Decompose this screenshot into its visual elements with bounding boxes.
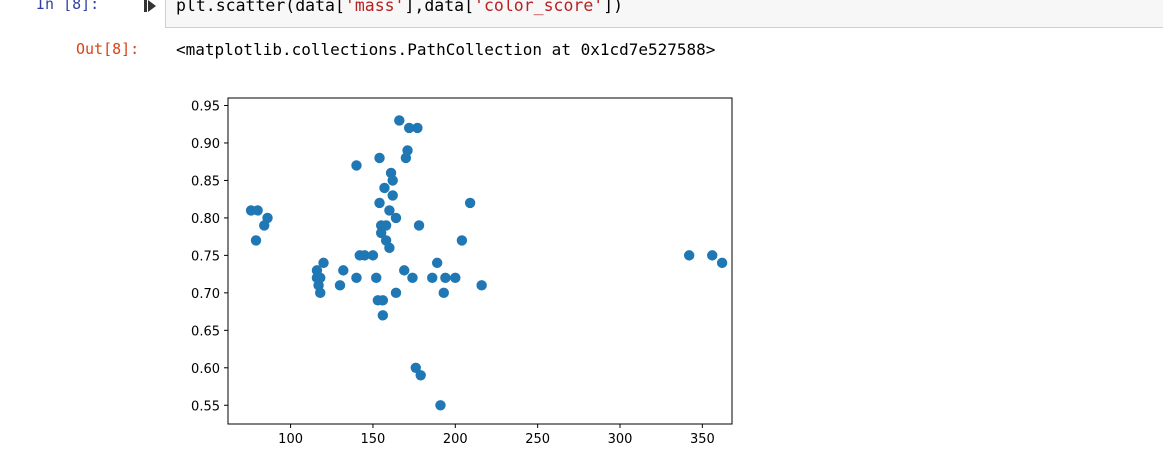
scatter-point: [410, 362, 421, 373]
scatter-point: [390, 212, 402, 224]
scatter-point: [415, 370, 426, 381]
scatter-point: [435, 400, 446, 411]
scatter-point: [377, 295, 389, 306]
scatter-point: [403, 122, 415, 134]
code-editor[interactable]: plt.scatter(data['mass'],data['color_sco…: [165, 0, 1163, 28]
scatter-point: [377, 310, 389, 321]
y-tick-label: 0.55: [191, 399, 220, 414]
scatter-point: [387, 175, 398, 186]
y-tick-label: 0.95: [191, 99, 220, 114]
output-text: <matplotlib.collections.PathCollection a…: [176, 40, 716, 59]
axes-frame: [227, 97, 733, 425]
scatter-point: [402, 145, 413, 156]
scatter-point: [707, 250, 718, 261]
scatter-point: [338, 265, 349, 276]
scatter-point: [384, 242, 395, 254]
scatter-point: [412, 122, 423, 134]
scatter-point: [379, 182, 390, 194]
scatter-point: [450, 272, 461, 284]
run-cell-icon[interactable]: [143, 0, 157, 14]
x-tick-label: 200: [443, 432, 468, 447]
scatter-point: [371, 272, 382, 284]
y-tick-label: 0.85: [191, 174, 220, 189]
y-tick-label: 0.70: [191, 287, 220, 302]
scatter-point: [252, 205, 263, 216]
input-prompt: In [8]:: [36, 0, 100, 13]
code-prefix: plt.scatter(data[: [176, 0, 345, 15]
scatter-point: [374, 197, 385, 209]
scatter-point: [431, 257, 443, 269]
scatter-point: [375, 227, 387, 239]
scatter-point: [394, 115, 405, 126]
scatter-point: [413, 220, 425, 231]
scatter-point: [384, 205, 395, 216]
scatter-point: [250, 235, 262, 246]
x-tick-label: 300: [608, 432, 633, 447]
scatter-point: [351, 272, 362, 284]
scatter-point: [440, 272, 451, 284]
y-tick-label: 0.80: [191, 212, 220, 227]
scatter-point: [351, 160, 362, 171]
x-tick-label: 350: [690, 432, 715, 447]
scatter-point: [390, 287, 402, 299]
scatter-point: [334, 280, 346, 291]
y-tick-label: 0.90: [191, 137, 220, 152]
code-line: plt.scatter(data['mass'],data['color_sco…: [176, 0, 623, 15]
scatter-point: [716, 257, 728, 269]
scatter-point: [683, 250, 695, 261]
scatter-point: [399, 265, 410, 276]
y-tick-label: 0.60: [191, 362, 220, 377]
scatter-point: [367, 250, 379, 261]
scatter-point: [262, 212, 273, 224]
x-tick-label: 150: [361, 432, 386, 447]
input-cell: In [8]: plt.scatter(data['mass'],data['c…: [0, 0, 1163, 30]
scatter-point: [476, 280, 487, 291]
y-tick-label: 0.65: [191, 324, 220, 339]
scatter-point: [407, 272, 418, 284]
x-tick-label: 250: [525, 432, 550, 447]
scatter-point: [387, 190, 398, 201]
scatter-point: [438, 287, 449, 299]
scatter-point: [315, 287, 326, 299]
code-mid: ],data[: [404, 0, 475, 15]
scatter-point: [380, 220, 392, 231]
y-tick-label: 0.75: [191, 249, 220, 264]
code-suffix: ]): [603, 0, 624, 15]
scatter-point: [464, 197, 476, 209]
scatter-point: [456, 235, 468, 246]
scatter-point: [427, 272, 438, 284]
scatter-point: [315, 272, 326, 284]
code-string-mass: 'mass': [344, 0, 405, 15]
code-string-color-score: 'color_score': [474, 0, 604, 15]
scatter-point: [359, 250, 370, 261]
scatter-point: [374, 152, 385, 164]
scatter-point: [318, 257, 329, 269]
output-prompt: Out[8]:: [76, 40, 140, 58]
x-tick-label: 100: [278, 432, 303, 447]
